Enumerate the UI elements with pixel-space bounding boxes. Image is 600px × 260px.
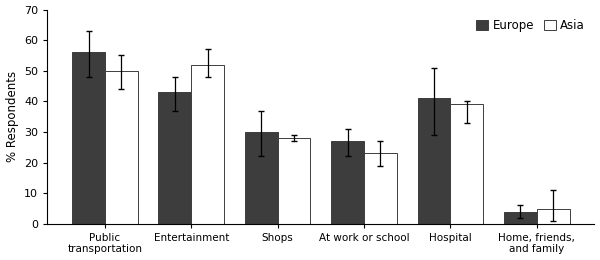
Bar <box>451 105 483 224</box>
Y-axis label: % Respondents: % Respondents <box>5 71 19 162</box>
Bar <box>364 153 397 224</box>
Bar <box>158 92 191 224</box>
Legend: Europe, Asia: Europe, Asia <box>473 15 589 36</box>
Bar <box>245 132 278 224</box>
Bar <box>72 53 105 224</box>
Bar <box>331 141 364 224</box>
Bar <box>191 65 224 224</box>
Bar <box>418 98 451 224</box>
Bar <box>537 209 569 224</box>
Bar <box>504 212 537 224</box>
Bar <box>278 138 310 224</box>
Bar <box>105 71 138 224</box>
